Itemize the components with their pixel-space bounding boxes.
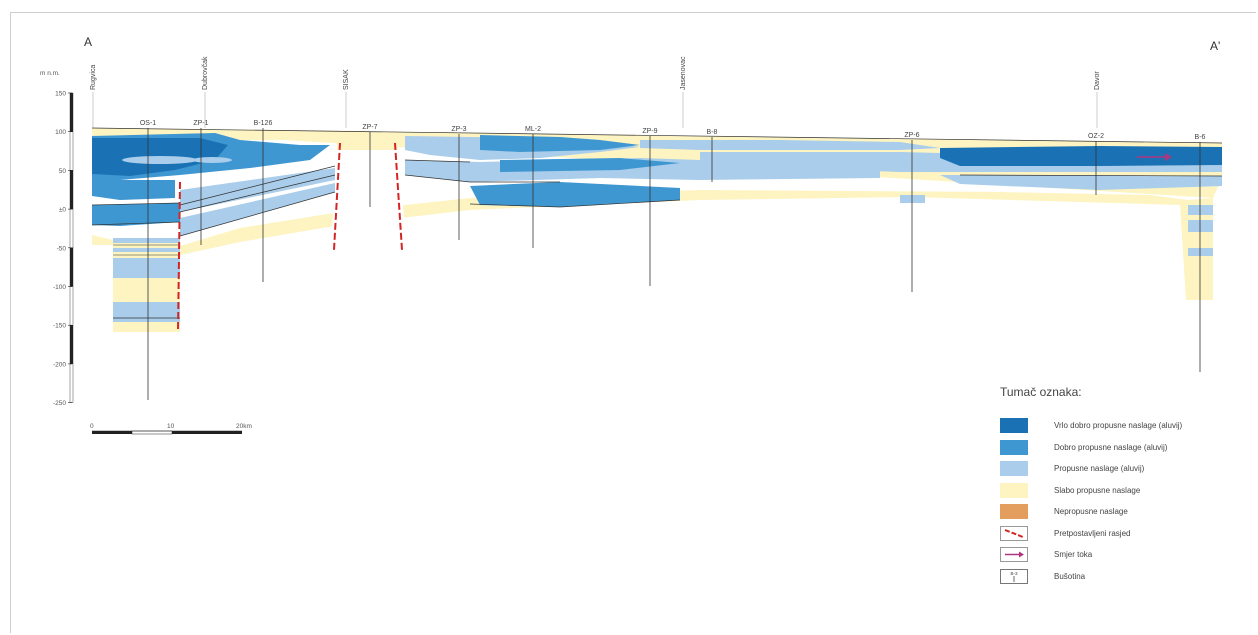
- legend-item: Vrlo dobro propusne naslage (aluvij): [990, 415, 1250, 437]
- well-label: ZP-3: [451, 126, 466, 133]
- legend-swatch: [1000, 439, 1028, 455]
- legend-well-icon: B-3: [1000, 568, 1028, 584]
- place-label: SISAK: [343, 69, 350, 90]
- y-axis-bar-segment: [69, 363, 74, 403]
- legend-item: Smjer toka: [990, 544, 1250, 566]
- y-axis-bar-segment: [69, 208, 74, 249]
- legend-title: Tumač oznaka:: [1000, 385, 1082, 399]
- y-axis-unit: m n.m.: [40, 70, 60, 77]
- y-axis-tick-label: 50: [59, 168, 67, 175]
- faults: [177, 142, 403, 333]
- place-label: Davor: [1094, 71, 1101, 90]
- y-axis-bar-segment: [69, 286, 74, 326]
- section-start-label: A: [84, 35, 92, 49]
- y-axis-tick-label: -50: [57, 245, 67, 252]
- deep-layers: [113, 238, 180, 322]
- well-label: ZP-1: [193, 120, 208, 127]
- y-axis-tick-label: -150: [53, 323, 66, 330]
- y-axis-bar-segment: [69, 92, 74, 132]
- y-axis-tick-label: 100: [55, 129, 66, 136]
- strata-boundaries: [91, 127, 1223, 237]
- legend-label: Slabo propusne naslage: [1054, 485, 1141, 495]
- well-label: ML-2: [525, 126, 541, 133]
- figure-frame: [10, 12, 1256, 633]
- legend-item: Propusne naslage (aluvij): [990, 458, 1250, 480]
- legend-label: Vrlo dobro propusne naslage (aluvij): [1054, 421, 1183, 431]
- sisak-horst: [337, 142, 398, 150]
- legend-well-sample-label: B-3: [1010, 571, 1018, 576]
- legend-label: Dobro propusne naslage (aluvij): [1054, 442, 1168, 452]
- legend-label: Propusne naslage (aluvij): [1054, 464, 1145, 474]
- y-axis-bar-segment: [69, 131, 74, 171]
- section-end-label: A': [1210, 39, 1220, 53]
- well-label: OS-1: [140, 120, 156, 127]
- y-axis-bar-segment: [69, 170, 74, 210]
- scale-bar: 0 10 20km: [90, 423, 252, 435]
- well-label: B-6: [1195, 134, 1206, 141]
- legend-label: Pretpostavljeni rasjed: [1054, 528, 1131, 538]
- well-label: ZP-9: [642, 128, 657, 135]
- place-label: Rugvica: [90, 65, 97, 90]
- well-label: B-126: [254, 120, 273, 127]
- y-axis-tick-label: -200: [53, 361, 66, 368]
- y-axis-bar-segment: [69, 247, 74, 287]
- scale-tick: 0: [90, 423, 94, 430]
- well-label: OZ-2: [1088, 133, 1104, 140]
- legend-item: Slabo propusne naslage: [990, 480, 1250, 502]
- legend-fault-icon: [1000, 525, 1028, 541]
- y-axis-tick-label: ±0: [59, 207, 67, 214]
- legend-item: Dobro propusne naslage (aluvij): [990, 437, 1250, 459]
- y-axis-tick-label: -250: [53, 400, 66, 407]
- legend-swatch: [1000, 482, 1028, 498]
- well-label: ZP-7: [362, 124, 377, 131]
- legend-item: B-3 Bušotina: [990, 566, 1250, 588]
- place-label: Dubrovčak: [202, 56, 209, 90]
- vrlo-dobro-propusne-layers: [92, 138, 232, 200]
- flow-direction-arrow: [1137, 153, 1172, 161]
- legend-label: Bušotina: [1054, 571, 1086, 581]
- legend-swatch: [1000, 418, 1028, 434]
- legend-label: Nepropusne naslage: [1054, 507, 1128, 517]
- scale-tick: 10: [167, 423, 175, 430]
- scale-tick: 20km: [236, 423, 252, 430]
- legend-item: Nepropusne naslage: [990, 501, 1250, 523]
- legend-swatch: [1000, 504, 1028, 520]
- y-axis-bar-segment: [69, 325, 74, 365]
- well-label: ZP-6: [904, 132, 919, 139]
- dobro-propusne-layers: [92, 133, 1222, 256]
- place-label: Jasenovac: [680, 56, 687, 90]
- legend-item: Pretpostavljeni rasjed: [990, 523, 1250, 545]
- legend-swatch: [1000, 461, 1028, 477]
- y-axis-tick-label: 150: [55, 91, 66, 98]
- y-axis: m n.m. 150 100 50 ±0 -50 -100 -150 -200 -250: [40, 70, 74, 407]
- legend-arrow-icon: [1000, 547, 1028, 563]
- legend: Tumač oznaka: Vrlo dobro propusne naslag…: [990, 385, 1250, 587]
- well-label: B-8: [707, 129, 718, 136]
- y-axis-tick-label: -100: [53, 284, 66, 291]
- legend-label: Smjer toka: [1054, 550, 1093, 560]
